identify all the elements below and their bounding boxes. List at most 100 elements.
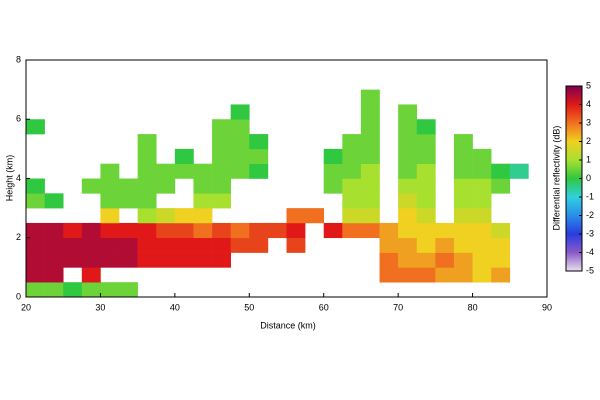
- heat-cell: [119, 178, 138, 194]
- heat-cell: [491, 178, 511, 194]
- heat-cell: [137, 237, 157, 253]
- heat-cell: [453, 208, 473, 224]
- heat-cell: [491, 252, 511, 268]
- heat-cell: [26, 252, 45, 268]
- heat-cell: [100, 178, 120, 194]
- y-axis-label: Height (km): [4, 155, 14, 202]
- heat-cell: [119, 282, 138, 298]
- heat-cell: [174, 148, 194, 164]
- heat-cell: [174, 163, 194, 179]
- heat-cell: [156, 178, 176, 194]
- heat-cell: [44, 267, 64, 283]
- heat-cell: [100, 193, 120, 209]
- heat-cell: [212, 252, 231, 268]
- heat-cell: [398, 252, 418, 268]
- heat-cell: [379, 222, 399, 239]
- heat-cell: [212, 134, 231, 150]
- heat-cell: [137, 148, 157, 164]
- heat-cell: [156, 222, 176, 239]
- heat-cell: [212, 222, 231, 239]
- heat-cell: [81, 267, 101, 283]
- heat-cell: [360, 193, 380, 209]
- heat-cell: [342, 193, 362, 209]
- heat-cell: [212, 178, 231, 194]
- heat-cell: [472, 222, 492, 239]
- heat-cell: [360, 119, 380, 135]
- heat-cell: [249, 148, 269, 164]
- heat-cell: [360, 148, 380, 164]
- heat-cell: [342, 208, 362, 224]
- heat-cell: [286, 222, 306, 239]
- heat-cell: [416, 163, 436, 179]
- heat-cell: [416, 148, 436, 164]
- heat-cell: [193, 193, 213, 209]
- heat-cell: [360, 222, 380, 239]
- heat-cell: [230, 222, 250, 239]
- heat-cell: [398, 267, 418, 283]
- heat-cell: [193, 208, 213, 224]
- heat-cell: [137, 252, 157, 268]
- heat-cell: [416, 119, 436, 135]
- heat-cell: [100, 252, 120, 268]
- heat-cell: [212, 148, 231, 164]
- heat-cell: [416, 193, 436, 209]
- heat-cell: [119, 237, 138, 253]
- heat-cell: [453, 237, 473, 253]
- heat-cell: [100, 282, 120, 298]
- heat-cell: [100, 163, 120, 179]
- heat-cell: [453, 267, 473, 283]
- heat-cell: [360, 163, 380, 179]
- heat-cell: [472, 267, 492, 283]
- heat-cell: [342, 148, 362, 164]
- heat-cell: [137, 178, 157, 194]
- heat-cell: [453, 163, 473, 179]
- colorbar-tick-label: -4: [586, 247, 594, 257]
- y-tick-label: 6: [16, 114, 21, 124]
- y-tick-label: 8: [16, 54, 21, 64]
- heat-cell: [249, 222, 269, 239]
- y-tick-label: 4: [16, 173, 21, 183]
- heat-cell: [435, 237, 455, 253]
- heat-cell: [193, 252, 213, 268]
- heat-cell: [44, 193, 64, 209]
- heat-cell: [193, 163, 213, 179]
- heat-cell: [212, 163, 231, 179]
- heat-cell: [323, 163, 343, 179]
- heat-cell: [81, 237, 101, 253]
- heat-cell: [360, 89, 380, 105]
- heat-cell: [360, 134, 380, 150]
- heat-cell: [26, 282, 45, 298]
- heat-cell: [416, 222, 436, 239]
- x-tick-label: 60: [319, 302, 329, 312]
- heat-cell: [398, 119, 418, 135]
- heat-cell: [212, 193, 231, 209]
- heat-cell: [26, 178, 45, 194]
- heat-cell: [491, 163, 511, 179]
- heat-cell: [212, 237, 231, 253]
- heat-cell: [249, 134, 269, 150]
- heat-cell: [26, 193, 45, 209]
- heat-cell: [137, 222, 157, 239]
- heat-cell: [453, 222, 473, 239]
- heat-cell: [453, 148, 473, 164]
- heat-cell: [156, 237, 176, 253]
- heat-cell: [491, 237, 511, 253]
- heat-cell: [156, 252, 176, 268]
- heat-cell: [230, 163, 250, 179]
- heat-cell: [119, 222, 138, 239]
- heat-cell: [26, 222, 45, 239]
- heat-cell: [453, 178, 473, 194]
- heat-cell: [416, 178, 436, 194]
- heat-cell: [398, 163, 418, 179]
- heat-cell: [174, 252, 194, 268]
- heat-cell: [379, 237, 399, 253]
- heat-cell: [342, 163, 362, 179]
- heat-cell: [100, 237, 120, 253]
- heat-cell: [44, 237, 64, 253]
- heat-cell: [323, 222, 343, 239]
- heat-cell: [416, 267, 436, 283]
- heat-cell: [63, 282, 83, 298]
- heat-cell: [81, 178, 101, 194]
- heat-cell: [472, 148, 492, 164]
- heat-cell: [342, 178, 362, 194]
